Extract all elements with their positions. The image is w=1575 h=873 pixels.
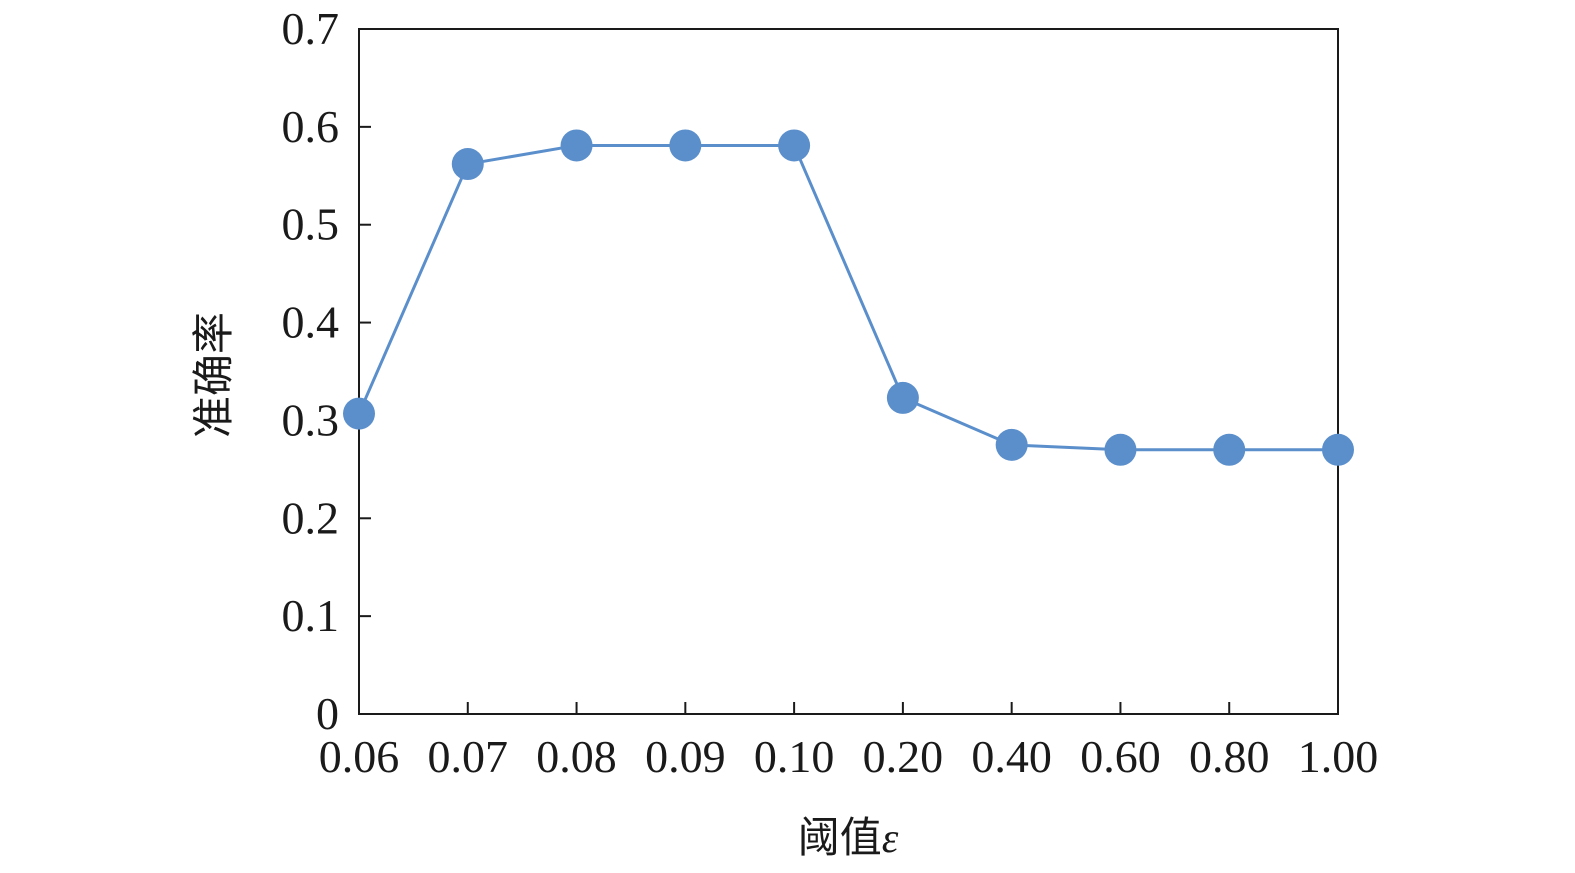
x-axis-title-symbol: ε [882, 816, 899, 862]
y-axis-title: 准确率 [189, 312, 238, 438]
data-point [778, 129, 811, 162]
series-layer [343, 129, 1354, 466]
y-tick-label: 0.3 [282, 394, 340, 445]
data-point [995, 428, 1028, 461]
y-tick-label: 0.1 [282, 590, 340, 641]
data-point [343, 397, 375, 430]
series-line [357, 143, 1338, 452]
data-point [669, 129, 702, 162]
x-tick-label: 1.00 [1298, 731, 1379, 782]
y-tick-label: 0.4 [282, 297, 340, 348]
data-point [1213, 433, 1246, 466]
x-tick-label: 0.60 [1080, 731, 1161, 782]
plot-border [358, 28, 1339, 715]
x-tick-label: 0.06 [319, 731, 400, 782]
data-point [886, 381, 919, 414]
x-axis-title-text: 阈值 [798, 813, 882, 862]
x-tick-label: 0.40 [971, 731, 1052, 782]
x-axis: 0.06 0.07 0.08 0.09 0.10 0.20 0.40 0.60 0.80 1.00 [319, 702, 1379, 782]
y-tick-label: 0.2 [282, 492, 340, 543]
y-tick-label: 0.6 [282, 101, 340, 152]
data-point [451, 148, 484, 181]
x-tick-label: 0.80 [1189, 731, 1270, 782]
x-axis-title: 阈值ε [798, 813, 899, 862]
x-tick-label: 0.09 [645, 731, 726, 782]
plot-frame [358, 28, 1339, 715]
y-tick-label: 0 [316, 688, 339, 739]
x-tick-label: 0.08 [536, 731, 617, 782]
y-tick-label: 0.7 [282, 3, 340, 54]
data-point [560, 129, 593, 162]
y-axis: 0 0.1 0.2 0.3 0.4 0.5 0.6 0.7 [282, 3, 371, 739]
data-point [1104, 433, 1137, 466]
x-tick-label: 0.20 [863, 731, 944, 782]
data-point [1322, 433, 1354, 466]
y-tick-label: 0.5 [282, 199, 340, 250]
x-tick-label: 0.10 [754, 731, 835, 782]
x-tick-label: 0.07 [428, 731, 509, 782]
